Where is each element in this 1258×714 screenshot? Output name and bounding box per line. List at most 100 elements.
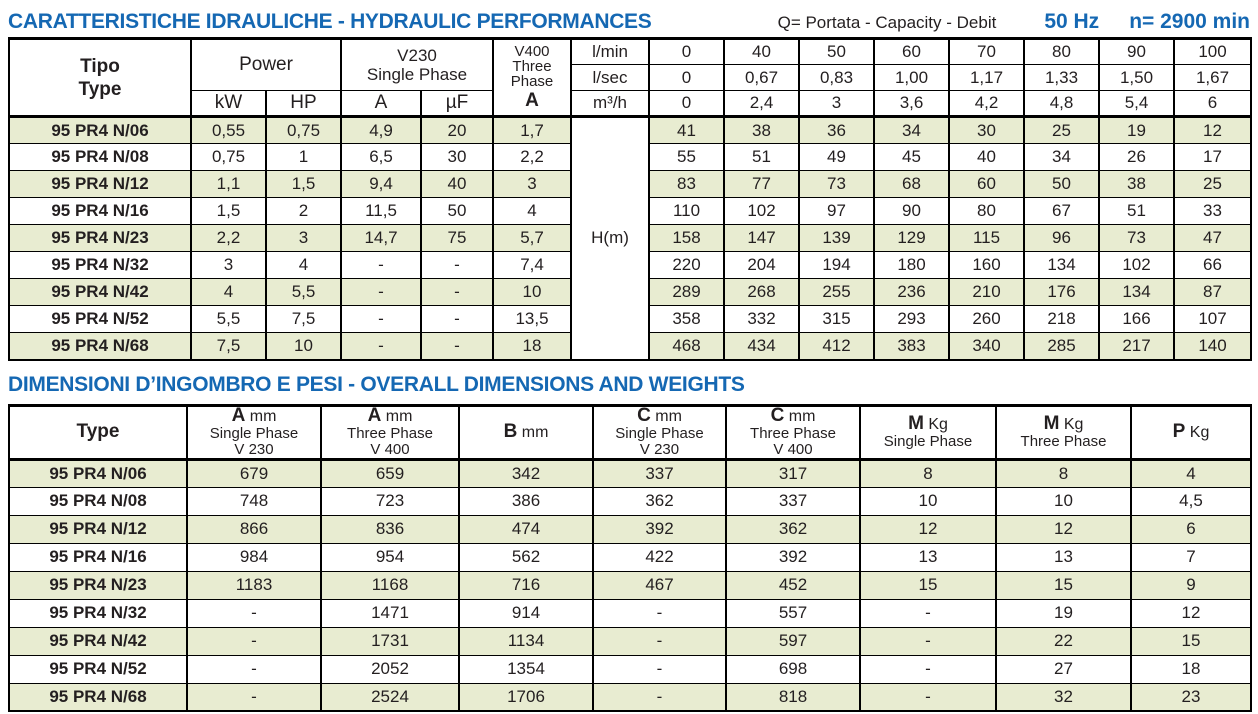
page-title: CARATTERISTICHE IDRAULICHE - HYDRAULIC P… (8, 10, 652, 33)
head-value-cell: 210 (948, 278, 1026, 306)
head-value-cell: 25 (1173, 170, 1253, 198)
dim-value-cell: 362 (725, 514, 861, 544)
unit-lmin-header: l/min (570, 38, 651, 65)
dim-value-cell: 392 (725, 542, 861, 572)
dim-value-cell: 9 (1130, 570, 1252, 600)
dim-value-cell: 2524 (320, 682, 460, 712)
dim-value-cell: - (592, 682, 727, 712)
head-value-cell: 38 (1098, 170, 1176, 198)
head-value-cell: 218 (1023, 305, 1101, 333)
head-value-cell: 66 (1173, 251, 1253, 279)
dim-unit: mm (788, 407, 816, 425)
dim-value-cell: 954 (320, 542, 460, 572)
dim-phase: Single Phase (209, 424, 299, 442)
pump-type-cell: 95 PR4 N/12 (8, 514, 188, 544)
kw-value-cell: 0,75 (190, 143, 267, 171)
dim-phase: Three Phase (347, 424, 433, 442)
pump-type-cell: 95 PR4 N/52 (8, 305, 192, 333)
dim-letter: P (1172, 420, 1186, 442)
head-value-cell: 80 (948, 197, 1026, 225)
dim-type-header: Type (8, 404, 188, 460)
dim-letter: A (231, 405, 246, 426)
head-value-cell: 358 (648, 305, 726, 333)
head-value-cell: 97 (798, 197, 876, 225)
dim-value-cell: 452 (725, 570, 861, 600)
dim-value-cell: 15 (995, 570, 1132, 600)
head-value-cell: 50 (1023, 170, 1101, 198)
hp-value-cell: 4 (264, 251, 343, 279)
head-unit-cell: H(m) (570, 116, 651, 360)
dim-value-cell: 984 (186, 542, 322, 572)
dim-value-cell: 422 (592, 542, 727, 572)
dim-unit: mm (521, 423, 549, 441)
dim-value-cell: 4,5 (1130, 486, 1252, 516)
dim-value-cell: 317 (725, 458, 861, 488)
kw-value-cell: 0,55 (190, 116, 267, 144)
head-value-cell: 102 (1098, 251, 1176, 279)
flow-lmin-value: 70 (948, 38, 1026, 65)
dim-value-cell: 10 (859, 486, 997, 516)
pump-type-cell: 95 PR4 N/32 (8, 598, 188, 628)
a-value-cell: 4,9 (340, 116, 423, 144)
uf-header: µF (420, 90, 495, 117)
dim-value-cell: 18 (1130, 654, 1252, 684)
flow-lsec-value: 1,33 (1023, 64, 1101, 91)
dim-header-m-three: M Kg Three Phase (995, 404, 1132, 460)
uf-value-cell: 40 (420, 170, 495, 198)
head-value-cell: 51 (1098, 197, 1176, 225)
dim-value-cell: 386 (458, 486, 594, 516)
dimension-row: 95 PR4 N/08 748 723 386 362 337 10 10 4,5 (8, 486, 1252, 516)
head-value-cell: 47 (1173, 224, 1253, 252)
hp-value-cell: 10 (264, 332, 343, 360)
dim-value-cell: - (186, 598, 322, 628)
dimensions-table-body: 95 PR4 N/06 679 659 342 337 317 8 8 4 95 PR4 N/08… (8, 458, 1252, 712)
head-value-cell: 134 (1098, 278, 1176, 306)
dim-letter: A (367, 405, 382, 426)
hp-value-cell: 5,5 (264, 278, 343, 306)
dim-unit: mm (655, 407, 682, 425)
hydraulic-row: 95 PR4 N/06 0,55 0,75 4,9 20 1,7 H(m) 41 38 36 34 3… (8, 116, 1253, 360)
dim-value-cell: 23 (1130, 682, 1252, 712)
a400-value-cell: 3 (492, 170, 573, 198)
dim-value-cell: - (186, 682, 322, 712)
dim-value-cell: 13 (859, 542, 997, 572)
dim-value-cell: 4 (1130, 458, 1252, 488)
head-value-cell: 236 (873, 278, 951, 306)
dim-header-m-single: M Kg Single Phase (859, 404, 997, 460)
dimension-row: 95 PR4 N/23 1183 1168 716 467 452 15 15 9 (8, 570, 1252, 600)
dim-value-cell: 12 (995, 514, 1132, 544)
a-value-cell: 14,7 (340, 224, 423, 252)
head-value-cell: 34 (873, 116, 951, 144)
head-value-cell: 96 (1023, 224, 1101, 252)
amp-header: A (340, 90, 423, 117)
flow-m3h-value: 6 (1173, 90, 1253, 117)
head-value-cell: 115 (948, 224, 1026, 252)
uf-value-cell: 75 (420, 224, 495, 252)
flow-lsec-value: 0 (648, 64, 726, 91)
dim-value-cell: - (592, 626, 727, 656)
type-header: Tipo Type (8, 38, 192, 117)
head-value-cell: 17 (1173, 143, 1253, 171)
head-value-cell: 147 (723, 224, 801, 252)
pump-type-cell: 95 PR4 N/42 (8, 626, 188, 656)
hp-value-cell: 3 (264, 224, 343, 252)
dim-value-cell: 1134 (458, 626, 594, 656)
pump-type-cell: 95 PR4 N/32 (8, 251, 192, 279)
dim-value-cell: 557 (725, 598, 861, 628)
hp-value-cell: 0,75 (264, 116, 343, 144)
dim-value-cell: 6 (1130, 514, 1252, 544)
dim-voltage: V 400 (773, 440, 813, 458)
dim-value-cell: 342 (458, 458, 594, 488)
dim-value-cell: 32 (995, 682, 1132, 712)
head-value-cell: 194 (798, 251, 876, 279)
kw-value-cell: 7,5 (190, 332, 267, 360)
head-value-cell: 129 (873, 224, 951, 252)
dim-value-cell: 748 (186, 486, 322, 516)
a-value-cell: - (340, 278, 423, 306)
dim-header-p: P Kg (1130, 404, 1252, 460)
head-value-cell: 38 (723, 116, 801, 144)
a400-value-cell: 13,5 (492, 305, 573, 333)
dim-value-cell: - (859, 654, 997, 684)
head-value-cell: 285 (1023, 332, 1101, 360)
dimensions-table-header: Type A mm Single Phase V 230 A mm Three … (8, 404, 1252, 460)
